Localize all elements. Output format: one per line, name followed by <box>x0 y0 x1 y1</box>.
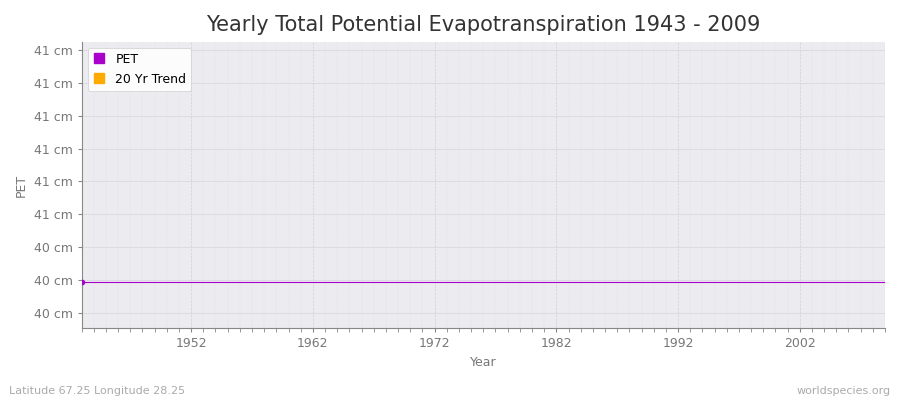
Title: Yearly Total Potential Evapotranspiration 1943 - 2009: Yearly Total Potential Evapotranspiratio… <box>206 15 760 35</box>
Text: worldspecies.org: worldspecies.org <box>796 386 891 396</box>
X-axis label: Year: Year <box>470 356 497 369</box>
Text: Latitude 67.25 Longitude 28.25: Latitude 67.25 Longitude 28.25 <box>9 386 185 396</box>
Legend: PET, 20 Yr Trend: PET, 20 Yr Trend <box>88 48 192 91</box>
Y-axis label: PET: PET <box>15 174 28 197</box>
